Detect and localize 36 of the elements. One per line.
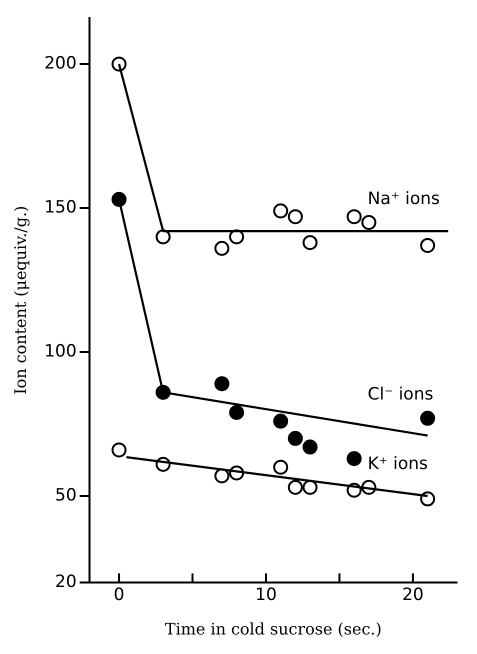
point	[214, 240, 230, 256]
y-tick-label: 150	[44, 197, 77, 218]
point	[273, 414, 288, 429]
point	[346, 209, 362, 224]
point	[112, 442, 127, 458]
point	[302, 440, 318, 455]
point	[361, 214, 376, 230]
point	[273, 203, 288, 218]
x-tick-label: 10	[255, 585, 277, 606]
y-tick-label: 50	[55, 485, 77, 506]
point	[112, 192, 127, 207]
series-label: K⁺ ions	[368, 454, 428, 474]
point	[302, 480, 318, 495]
point	[229, 229, 244, 244]
point	[302, 235, 318, 250]
y-tick-label: 100	[44, 341, 77, 362]
series-label: Cl⁻ ions	[368, 384, 434, 405]
point	[420, 491, 436, 506]
point	[288, 480, 303, 495]
point	[346, 451, 362, 466]
point	[288, 209, 303, 224]
point	[214, 468, 230, 484]
series-label: Na⁺ ions	[368, 188, 440, 209]
point	[288, 430, 303, 446]
y-axis-title: Ion content (μequiv./g.)	[10, 206, 30, 395]
point	[229, 405, 244, 420]
point	[420, 410, 436, 426]
x-tick-label: 20	[402, 585, 424, 606]
point	[273, 460, 288, 475]
y-tick-label: 20	[55, 572, 77, 592]
point	[420, 238, 436, 253]
x-tick-label: 0	[114, 585, 124, 606]
point	[214, 376, 230, 392]
y-tick-label: 200	[44, 53, 77, 74]
point	[156, 229, 171, 244]
x-axis-title: Time in cold sucrose (sec.)	[164, 620, 382, 639]
